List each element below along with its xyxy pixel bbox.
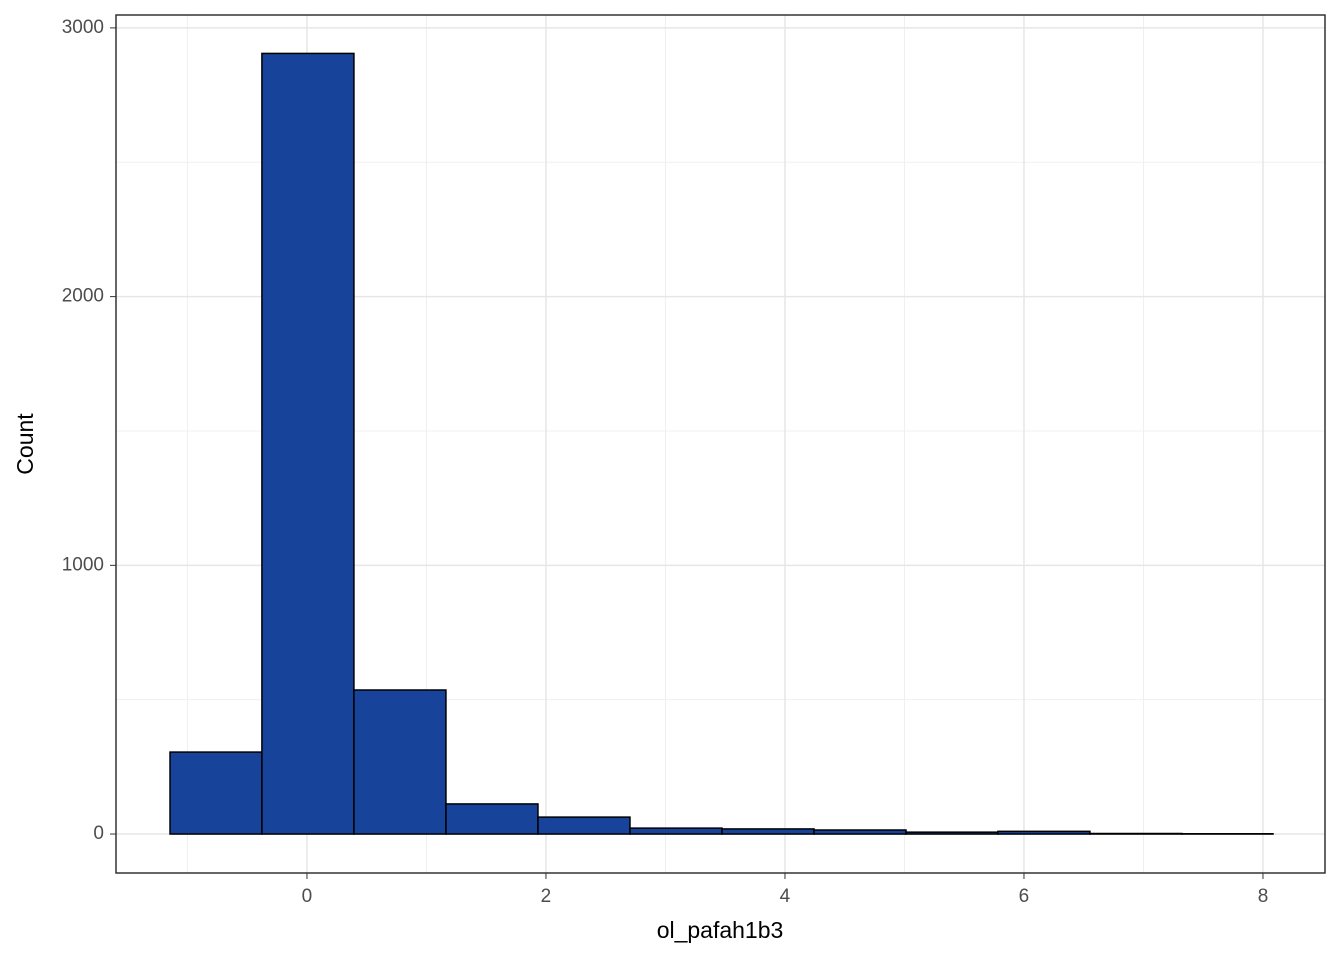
- bar: [446, 804, 538, 834]
- x-axis-title: ol_pafah1b3: [657, 917, 784, 943]
- bar: [538, 817, 630, 834]
- y-tick-label: 0: [93, 823, 104, 844]
- x-tick-label: 4: [780, 886, 791, 907]
- bar: [722, 829, 814, 834]
- x-tick-label: 0: [302, 886, 313, 907]
- bar: [1090, 833, 1182, 834]
- x-tick-label: 6: [1019, 886, 1030, 907]
- y-axis-title: Count: [12, 413, 38, 475]
- bar: [354, 690, 446, 834]
- x-tick-label: 2: [541, 886, 552, 907]
- bar: [998, 831, 1090, 834]
- bar: [170, 752, 262, 834]
- bar: [906, 832, 998, 834]
- y-tick-label: 1000: [62, 554, 104, 575]
- bar: [630, 828, 722, 834]
- x-tick-label: 8: [1258, 886, 1269, 907]
- bar: [262, 53, 354, 834]
- bar: [814, 830, 906, 834]
- y-tick-label: 3000: [62, 17, 104, 38]
- y-tick-label: 2000: [62, 286, 104, 307]
